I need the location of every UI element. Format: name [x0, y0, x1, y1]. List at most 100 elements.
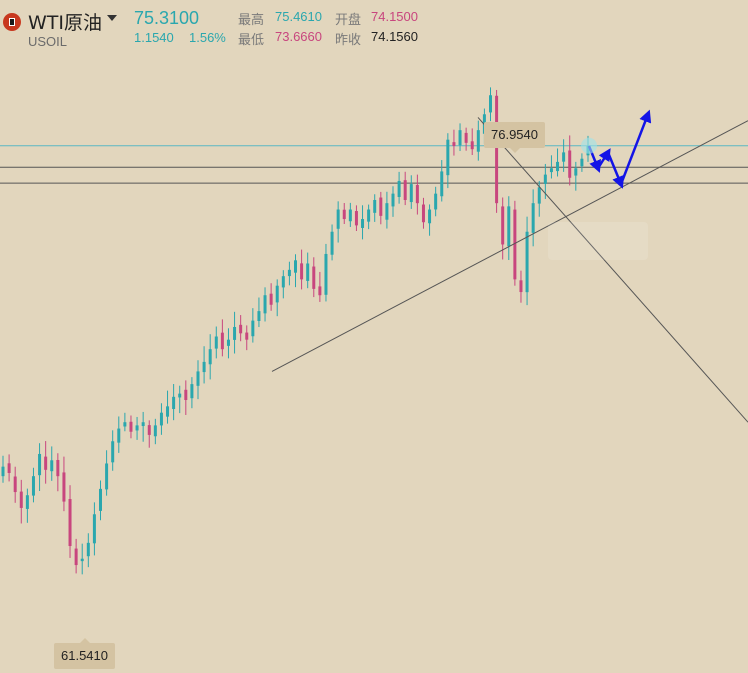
- candle-body: [489, 95, 492, 113]
- candle-body: [470, 141, 474, 150]
- candle-body: [111, 441, 115, 463]
- quote-header: WTI原油 USOIL 75.3100 1.1540 1.56% 最高 75.4…: [0, 0, 748, 60]
- candle-body: [403, 180, 407, 200]
- candle-body: [446, 139, 450, 176]
- candle-body: [19, 491, 23, 508]
- candle-body: [300, 263, 304, 280]
- open-value: 74.1500: [371, 9, 418, 24]
- candle-series: [1, 87, 590, 575]
- instrument-code: USOIL: [28, 34, 68, 49]
- candle-body: [56, 459, 60, 477]
- candle-body: [25, 495, 29, 509]
- candle-body: [409, 184, 413, 203]
- candle-body: [269, 293, 273, 305]
- candle-body: [513, 209, 517, 280]
- candle-body: [354, 211, 358, 226]
- candle-body: [74, 548, 78, 566]
- candle-body: [312, 266, 316, 289]
- instrument-title[interactable]: WTI原油: [28, 12, 102, 34]
- high-label: 最高: [238, 13, 265, 28]
- candle-body: [50, 460, 54, 472]
- watermark-logo: [548, 222, 648, 260]
- candle-body: [415, 185, 419, 204]
- forecast-arrow-3: [619, 109, 652, 185]
- candle-body: [434, 193, 438, 210]
- forecast-arrow-1: [596, 148, 611, 169]
- candle-body: [476, 130, 480, 152]
- candle-body: [7, 463, 11, 474]
- high-marker-tag: 76.9540: [484, 122, 545, 153]
- low-marker-tag: 61.5410: [54, 638, 115, 669]
- candle-body: [214, 336, 218, 349]
- candle-body: [421, 204, 425, 223]
- candle-body: [123, 422, 127, 427]
- candle-body: [458, 130, 462, 146]
- forecast-arrows: [581, 109, 652, 189]
- candle-body: [507, 206, 511, 247]
- forecast-arrow-2: [606, 151, 624, 189]
- descending-trendline: [477, 117, 748, 423]
- candle-body: [68, 499, 72, 547]
- candle-body: [464, 132, 468, 143]
- candle-body: [233, 326, 237, 340]
- prev-close-value: 74.1560: [371, 29, 418, 44]
- watermark-mark: [548, 222, 648, 260]
- candle-body: [318, 286, 322, 296]
- candle-body: [549, 168, 553, 173]
- candle-body: [373, 199, 377, 213]
- candle-body: [574, 168, 578, 176]
- last-price: 75.3100: [134, 8, 200, 28]
- candle-body: [190, 384, 194, 399]
- candle-body: [281, 276, 285, 288]
- candle-body: [166, 406, 170, 417]
- candle-body: [531, 203, 535, 233]
- candle-body: [379, 197, 383, 216]
- candle-body: [92, 514, 96, 544]
- trend-lines: [271, 117, 748, 423]
- candle-body: [361, 219, 365, 228]
- candle-body: [62, 472, 66, 502]
- candle-body: [208, 349, 212, 365]
- candle-body: [263, 295, 267, 314]
- candle-body: [495, 95, 499, 204]
- candle-body: [129, 421, 133, 432]
- candle-body: [141, 422, 145, 427]
- support-trendline: [271, 120, 748, 372]
- candle-body: [105, 463, 109, 490]
- price-change: 1.1540: [134, 30, 174, 45]
- candle-body: [501, 206, 505, 245]
- candle-body: [245, 332, 249, 340]
- candle-body: [525, 231, 529, 293]
- candle-body: [239, 324, 243, 334]
- candle-body: [86, 542, 90, 557]
- candle-body: [428, 209, 432, 224]
- candle-body: [159, 412, 163, 426]
- candle-body: [543, 174, 547, 184]
- candle-body: [147, 425, 151, 435]
- candle-body: [348, 209, 352, 222]
- open-label: 开盘: [335, 13, 362, 28]
- candle-body: [397, 180, 401, 197]
- chevron-down-icon[interactable]: [107, 15, 117, 21]
- candle-body: [1, 466, 5, 477]
- candle-body: [306, 263, 310, 281]
- candle-body: [324, 253, 328, 295]
- low-label: 最低: [238, 33, 265, 48]
- candle-body: [44, 456, 48, 470]
- instrument-logo-icon: [3, 13, 21, 31]
- high-value: 75.4610: [275, 9, 322, 24]
- candle-body: [452, 142, 456, 147]
- candle-body: [80, 558, 84, 562]
- horizontal-level-lines: [0, 145, 748, 184]
- candle-body: [99, 488, 102, 511]
- current-price-glow: [581, 137, 597, 154]
- candle-body: [342, 209, 346, 220]
- candle-body: [172, 396, 176, 410]
- candle-body: [38, 453, 42, 476]
- candle-body: [294, 260, 297, 273]
- low-value: 73.6660: [275, 29, 322, 44]
- candle-body: [385, 203, 389, 220]
- candle-body: [330, 231, 334, 255]
- candle-body: [287, 269, 291, 277]
- candle-body: [153, 425, 157, 437]
